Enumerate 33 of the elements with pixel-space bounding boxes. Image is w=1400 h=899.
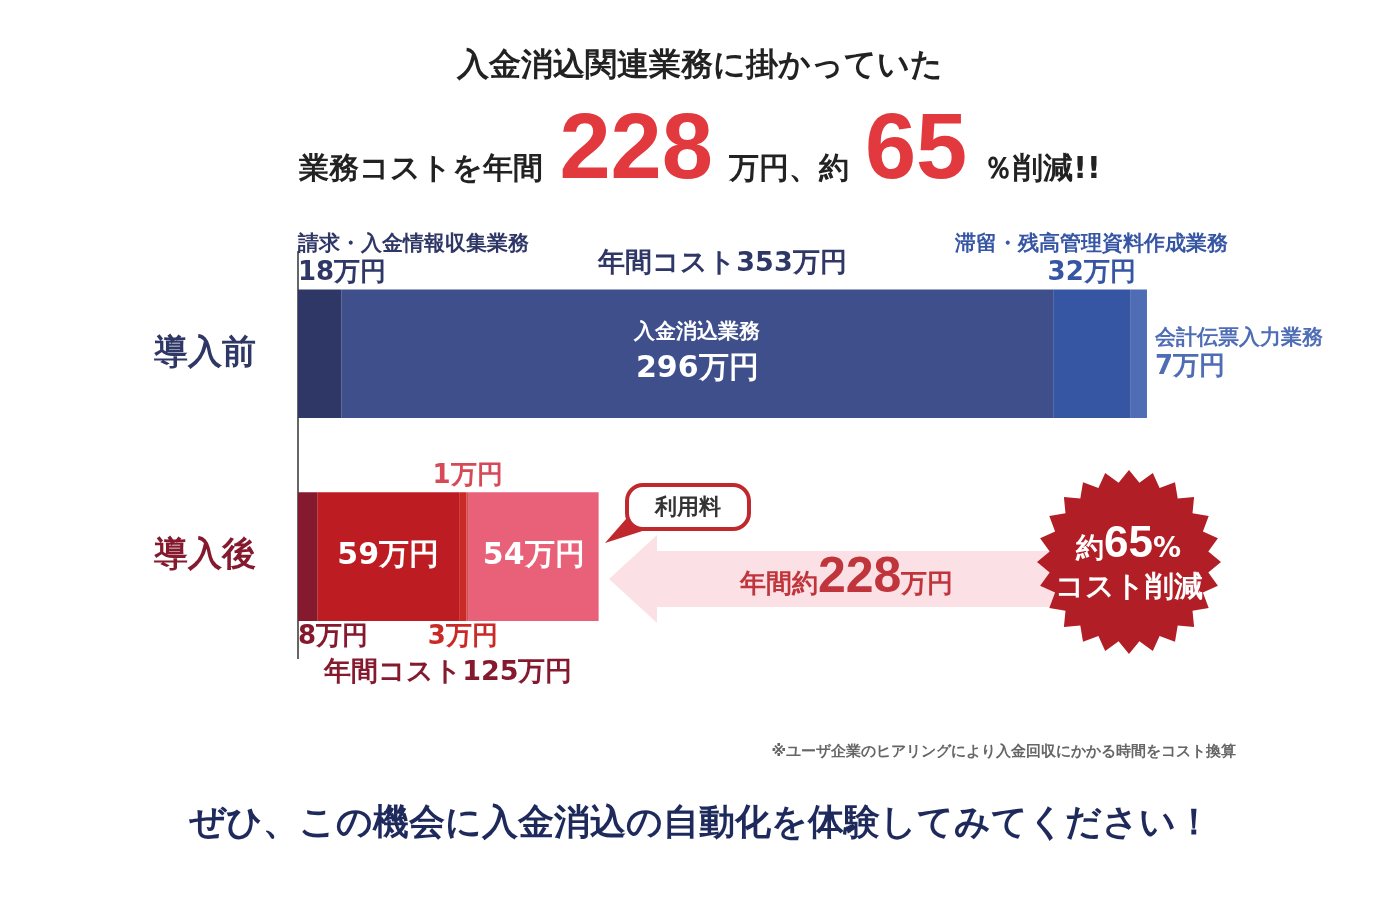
total-label: 年間コスト353万円 xyxy=(597,245,847,277)
data-label: 8万円 xyxy=(298,619,369,650)
annotation: 年間約228万円 xyxy=(739,546,954,603)
data-label: 32万円 xyxy=(1047,256,1136,287)
series-label: 請求・入金情報収集業務 xyxy=(297,231,529,256)
bar xyxy=(466,492,469,621)
annotation: コスト削減 xyxy=(1054,567,1203,605)
data-label: 18万円 xyxy=(298,256,387,287)
y-tick-label: 導入後 xyxy=(153,533,256,574)
bar xyxy=(1130,289,1147,419)
bar xyxy=(298,492,318,621)
annotation: 約65% xyxy=(1076,516,1182,566)
data-label: 7万円 xyxy=(1154,350,1226,381)
bar xyxy=(341,289,1054,419)
data-label: 296万円 xyxy=(635,348,759,384)
chart-title: 入金消込関連業務に掛かっていた xyxy=(455,44,944,85)
text: 利用料 xyxy=(654,492,721,521)
text: ぜひ、この機会に入金消込の自動化を体験してみてください！ xyxy=(187,800,1213,844)
total-label: 年間コスト125万円 xyxy=(323,654,573,686)
bar xyxy=(459,492,467,621)
text: ※ユーザ企業のヒアリングにより入金回収にかかる時間をコスト換算 xyxy=(771,742,1236,761)
bar xyxy=(317,492,460,621)
bar xyxy=(468,492,599,621)
bar xyxy=(1053,289,1131,419)
data-label: 3万円 xyxy=(427,619,498,650)
data-label: 1万円 xyxy=(432,459,503,490)
data-label: 59万円 xyxy=(337,536,440,572)
data-label: 54万円 xyxy=(482,536,585,572)
series-label: 入金消込業務 xyxy=(633,319,761,344)
series-label: 会計伝票入力業務 xyxy=(1153,325,1323,350)
y-tick-label: 導入前 xyxy=(153,330,256,371)
bar xyxy=(298,289,342,419)
text: 滞留・残高管理資料作成業務 xyxy=(954,231,1229,256)
